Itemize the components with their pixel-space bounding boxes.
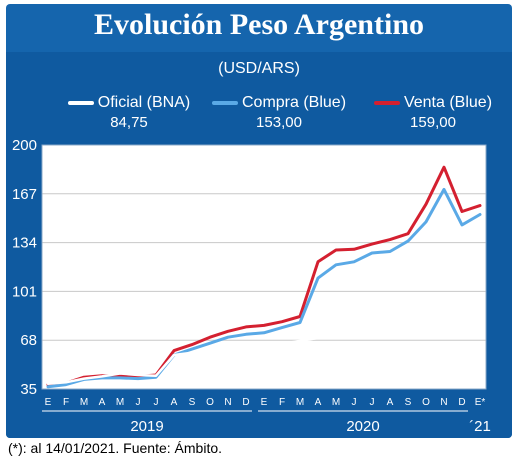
chart-panel: Evolución Peso Argentino (USD/ARS) Ofici… xyxy=(6,4,512,438)
legend-venta-label: Venta (Blue) xyxy=(403,94,493,111)
series-line-0 xyxy=(46,310,482,386)
legend-oficial-label: Oficial (BNA) xyxy=(97,94,191,111)
x-tick-label: N xyxy=(224,397,231,408)
footnote: (*): al 14/01/2021. Fuente: Ámbito. xyxy=(8,440,223,456)
x-tick-label: M xyxy=(296,397,304,408)
y-tick-label: 167 xyxy=(12,186,37,203)
series-line-1 xyxy=(46,187,482,389)
year-label: 2020 xyxy=(346,418,379,435)
x-tick-label: A xyxy=(171,397,178,408)
x-tick-label: D xyxy=(458,397,465,408)
legend-venta: Venta (Blue) 159,00 xyxy=(358,94,508,131)
x-tick-label: O xyxy=(422,397,430,408)
x-tick-label: J xyxy=(370,397,375,408)
year-label: ´21 xyxy=(469,418,491,435)
x-tick-label: E xyxy=(261,397,268,408)
chart-subtitle: (USD/ARS) xyxy=(218,60,300,77)
x-tick-label: F xyxy=(63,397,69,408)
series-line-2 xyxy=(46,165,482,387)
x-tick-label: E* xyxy=(475,397,486,408)
x-tick-label: S xyxy=(189,397,196,408)
legend-oficial: Oficial (BNA) 84,75 xyxy=(54,94,204,131)
y-tick-label: 200 xyxy=(12,137,37,154)
plot-area xyxy=(42,145,486,389)
y-tick-label: 68 xyxy=(20,332,37,349)
legend-oficial-value: 84,75 xyxy=(110,114,148,131)
x-tick-label: M xyxy=(80,397,88,408)
legend-compra: Compra (Blue) 153,00 xyxy=(204,94,354,131)
y-tick-label: 101 xyxy=(12,283,37,300)
year-label: 2019 xyxy=(130,418,163,435)
legend-venta-swatch xyxy=(373,100,400,105)
y-tick-label: 35 xyxy=(20,381,37,398)
x-tick-label: O xyxy=(206,397,214,408)
x-tick-label: J xyxy=(136,397,141,408)
legend-oficial-swatch xyxy=(67,100,94,105)
legend-compra-label: Compra (Blue) xyxy=(241,94,347,111)
x-tick-label: D xyxy=(242,397,249,408)
x-tick-label: A xyxy=(99,397,106,408)
chart-title: Evolución Peso Argentino xyxy=(93,8,424,41)
x-tick-label: F xyxy=(279,397,285,408)
x-tick-label: M xyxy=(116,397,124,408)
x-tick-label: E xyxy=(45,397,52,408)
x-tick-label: A xyxy=(387,397,394,408)
x-tick-label: A xyxy=(315,397,322,408)
x-tick-label: J xyxy=(352,397,357,408)
x-tick-label: J xyxy=(154,397,159,408)
legend-compra-value: 153,00 xyxy=(256,114,302,131)
x-tick-label: N xyxy=(440,397,447,408)
legend-compra-swatch xyxy=(211,100,238,105)
y-tick-label: 134 xyxy=(12,235,37,252)
legend-venta-value: 159,00 xyxy=(410,114,456,131)
x-tick-label: M xyxy=(332,397,340,408)
x-tick-label: S xyxy=(405,397,412,408)
plot-border xyxy=(41,144,487,390)
